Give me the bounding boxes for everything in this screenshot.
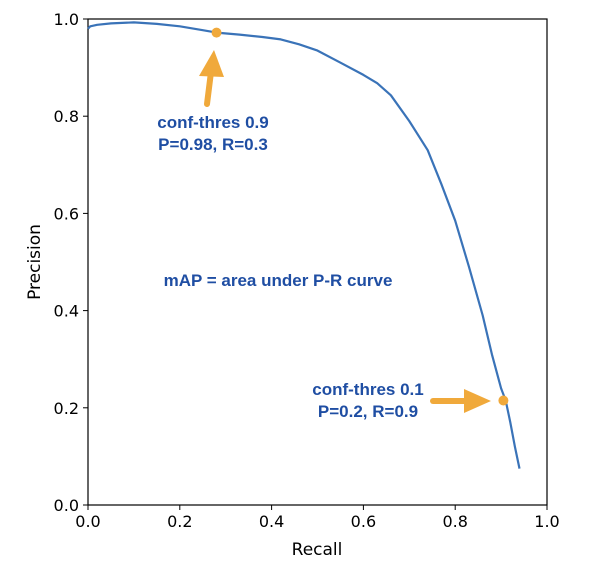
y-tick-label: 0.0 — [54, 496, 79, 515]
y-tick-label: 0.8 — [54, 107, 79, 126]
x-tick-label: 0.6 — [351, 512, 376, 531]
x-tick-label: 0.0 — [75, 512, 100, 531]
x-tick-label: 0.4 — [259, 512, 284, 531]
x-tick-label: 0.2 — [167, 512, 192, 531]
annotation-low-conf-line2: P=0.2, R=0.9 — [318, 402, 418, 421]
x-axis-label: Recall — [292, 540, 343, 560]
y-tick-label: 0.4 — [54, 302, 79, 321]
arrow-right-head — [464, 389, 491, 413]
annotation-arrows — [199, 50, 491, 413]
plot-frame — [87, 18, 548, 506]
x-tick-label: 1.0 — [534, 512, 559, 531]
annotation-high-conf-line1: conf-thres 0.9 — [157, 113, 268, 132]
annotation-map: mAP = area under P-R curve — [164, 271, 393, 290]
curve-layer — [87, 21, 521, 469]
y-tick-label: 1.0 — [54, 10, 79, 29]
y-axis-label: Precision — [25, 224, 45, 300]
y-tick-label: 0.6 — [54, 204, 79, 223]
annotation-low-conf-line1: conf-thres 0.1 — [312, 380, 423, 399]
high-conf-point — [211, 27, 222, 38]
arrow-up-head — [199, 50, 224, 77]
axis-ticks: 0.0 0.2 0.4 0.6 0.8 1.0 0.0 0.2 0.4 0.6 0.8 1.0 — [54, 10, 560, 531]
arrow-up-shaft — [204, 69, 214, 107]
pr-curve-line — [87, 21, 521, 469]
highlight-markers — [211, 27, 509, 406]
y-tick-label: 0.2 — [54, 399, 79, 418]
annotation-high-conf-line2: P=0.98, R=0.3 — [158, 135, 268, 154]
low-conf-point — [498, 395, 509, 406]
x-tick-label: 0.8 — [442, 512, 467, 531]
